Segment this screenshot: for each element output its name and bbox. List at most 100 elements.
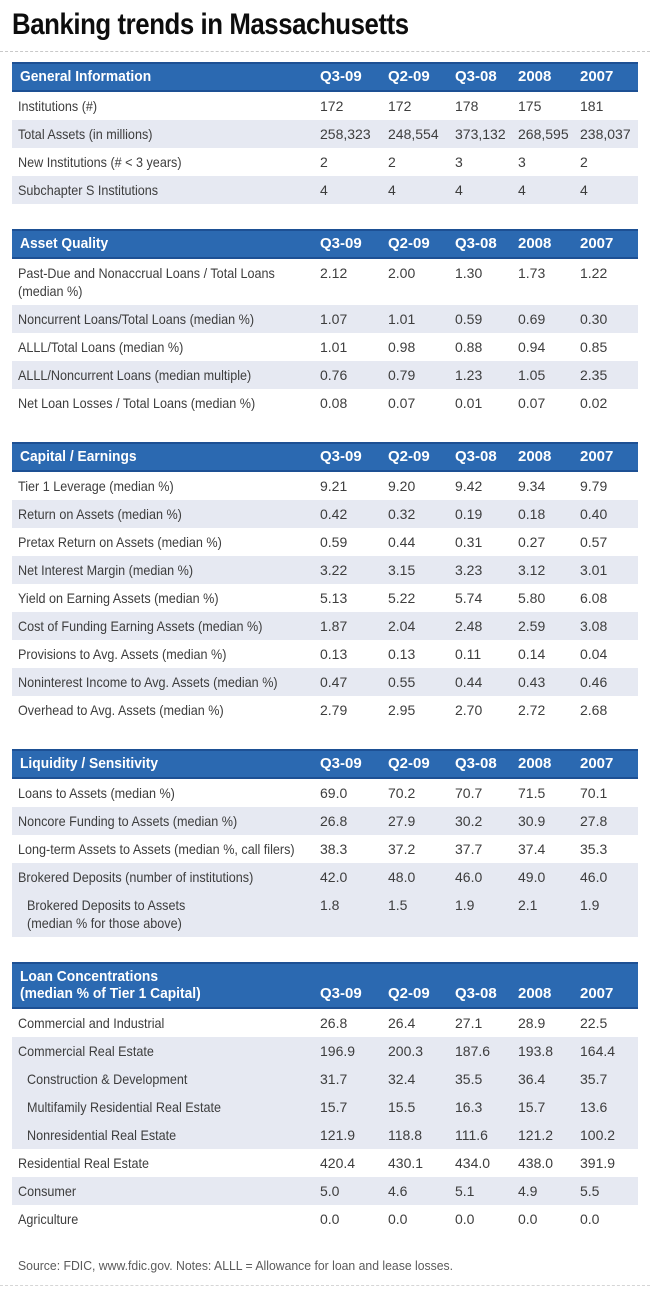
column-header-2007: 2007: [580, 442, 638, 472]
column-header-text: Q3-08: [455, 755, 497, 772]
cell-value: 70.7: [455, 785, 483, 801]
section-table-loan-concentrations: Loan Concentrations (median % of Tier 1 C…: [12, 962, 638, 1233]
table-row: Loans to Assets (median %) 69.0 70.2 70.7 71…: [12, 778, 638, 807]
row-label: Provisions to Avg. Assets (median %): [18, 646, 227, 662]
column-header-text: 2008: [518, 68, 552, 85]
row-label-cell: Commercial and Industrial: [12, 1008, 320, 1037]
row-label-cell: Noninterest Income to Avg. Assets (media…: [12, 668, 320, 696]
cell-value: 2.48: [455, 618, 483, 634]
row-label-cell: Return on Assets (median %): [12, 500, 320, 528]
table-row: Subchapter S Institutions 4 4 4 4 4: [12, 176, 638, 204]
section-name-text: Liquidity / Sensitivity: [20, 755, 159, 772]
table-row: ALLL/Total Loans (median %) 1.01 0.98 0.88 0…: [12, 333, 638, 361]
row-label-cell: Past-Due and Nonaccrual Loans / Total Lo…: [12, 258, 320, 305]
column-header-text: Q3-08: [455, 985, 497, 1002]
cell-value: 200.3: [388, 1043, 424, 1059]
cell-value: 15.7: [518, 1099, 546, 1115]
cell-value: 0.0: [455, 1211, 475, 1227]
cell-value: 4: [580, 182, 588, 198]
row-label-cell: Subchapter S Institutions: [12, 176, 320, 204]
column-header-2008: 2008: [518, 229, 580, 259]
column-header-2008: 2008: [518, 749, 580, 779]
table-row: Net Interest Margin (median %) 3.22 3.15 3.…: [12, 556, 638, 584]
row-label-cell: Yield on Earning Assets (median %): [12, 584, 320, 612]
row-label: Residential Real Estate: [18, 1155, 149, 1171]
cell-value: 1.30: [455, 265, 483, 281]
cell-value: 71.5: [518, 785, 546, 801]
cell-value: 268,595: [518, 126, 569, 142]
cell-value: 3.08: [580, 618, 608, 634]
cell-value: 0.07: [518, 395, 546, 411]
cell-value: 0.55: [388, 674, 416, 690]
cell-value: 1.22: [580, 265, 608, 281]
cell-value: 5.13: [320, 590, 348, 606]
cell-value: 3.22: [320, 562, 348, 578]
cell-value: 1.9: [455, 897, 475, 913]
column-header-text: 2007: [580, 235, 614, 252]
cell-value: 118.8: [388, 1127, 422, 1143]
cell-value: 2.79: [320, 702, 348, 718]
cell-value: 181: [580, 98, 604, 114]
cell-value: 0.01: [455, 395, 483, 411]
cell-value: 0.02: [580, 395, 608, 411]
cell-value: 22.5: [580, 1015, 608, 1031]
row-label: Construction & Development: [27, 1071, 188, 1087]
cell-value: 4.6: [388, 1183, 408, 1199]
cell-value: 196.9: [320, 1043, 356, 1059]
cell-value: 2.1: [518, 897, 538, 913]
row-label: Net Loan Losses / Total Loans (median %): [18, 395, 256, 411]
column-header-text: Q2-09: [388, 985, 430, 1002]
cell-value: 48.0: [388, 869, 416, 885]
table-row: ALLL/Noncurrent Loans (median multiple) 0…: [12, 361, 638, 389]
cell-value: 2.00: [388, 265, 416, 281]
cell-value: 1.9: [580, 897, 600, 913]
cell-value: 1.5: [388, 897, 408, 913]
row-label: Subchapter S Institutions: [18, 182, 159, 198]
cell-value: 27.8: [580, 813, 608, 829]
column-header-text: Q3-09: [320, 448, 362, 465]
cell-value: 1.01: [320, 339, 348, 355]
column-header-2008: 2008: [518, 962, 580, 1009]
column-header-2007: 2007: [580, 62, 638, 92]
cell-value: 430.1: [388, 1155, 424, 1171]
source-note: Source: FDIC, www.fdic.gov. Notes: ALLL …: [18, 1258, 638, 1273]
cell-value: 178: [455, 98, 479, 114]
cell-value: 0.0: [518, 1211, 538, 1227]
cell-value: 5.74: [455, 590, 483, 606]
section-name-text: Loan Concentrations: [20, 968, 159, 985]
cell-value: 248,554: [388, 126, 439, 142]
cell-value: 0.27: [518, 534, 546, 550]
column-header-q3-08: Q3-08: [455, 442, 518, 472]
cell-value: 27.9: [388, 813, 416, 829]
cell-value: 2.35: [580, 367, 608, 383]
row-label-cell: Provisions to Avg. Assets (median %): [12, 640, 320, 668]
column-header-q2-09: Q2-09: [388, 962, 455, 1009]
table-row: Pretax Return on Assets (median %) 0.59 0.…: [12, 528, 638, 556]
column-header-text: Q3-08: [455, 235, 497, 252]
cell-value: 0.88: [455, 339, 483, 355]
cell-value: 164.4: [580, 1043, 616, 1059]
cell-value: 37.2: [388, 841, 416, 857]
column-header-q3-09: Q3-09: [320, 62, 388, 92]
cell-value: 0.59: [455, 311, 483, 327]
cell-value: 0.0: [580, 1211, 600, 1227]
cell-value: 0.0: [320, 1211, 340, 1227]
cell-value: 9.20: [388, 478, 416, 494]
cell-value: 100.2: [580, 1127, 616, 1143]
table-row: Agriculture 0.0 0.0 0.0 0.0 0.0: [12, 1205, 638, 1233]
row-label-cell: Pretax Return on Assets (median %): [12, 528, 320, 556]
column-header-text: 2007: [580, 755, 614, 772]
column-header-q3-09: Q3-09: [320, 749, 388, 779]
cell-value: 0.32: [388, 506, 416, 522]
cell-value: 373,132: [455, 126, 506, 142]
column-header-q3-09: Q3-09: [320, 229, 388, 259]
column-header-2007: 2007: [580, 962, 638, 1009]
table-row: Brokered Deposits (number of institution…: [12, 863, 638, 891]
column-header-q3-08: Q3-08: [455, 962, 518, 1009]
row-label: Net Interest Margin (median %): [18, 562, 194, 578]
column-header-q2-09: Q2-09: [388, 749, 455, 779]
row-label-cell: ALLL/Total Loans (median %): [12, 333, 320, 361]
section-header-row: Asset Quality Q3-09 Q2-09 Q3-08 2008 2007: [12, 229, 638, 259]
row-label-cell: New Institutions (# < 3 years): [12, 148, 320, 176]
row-label: Commercial Real Estate: [18, 1043, 154, 1059]
